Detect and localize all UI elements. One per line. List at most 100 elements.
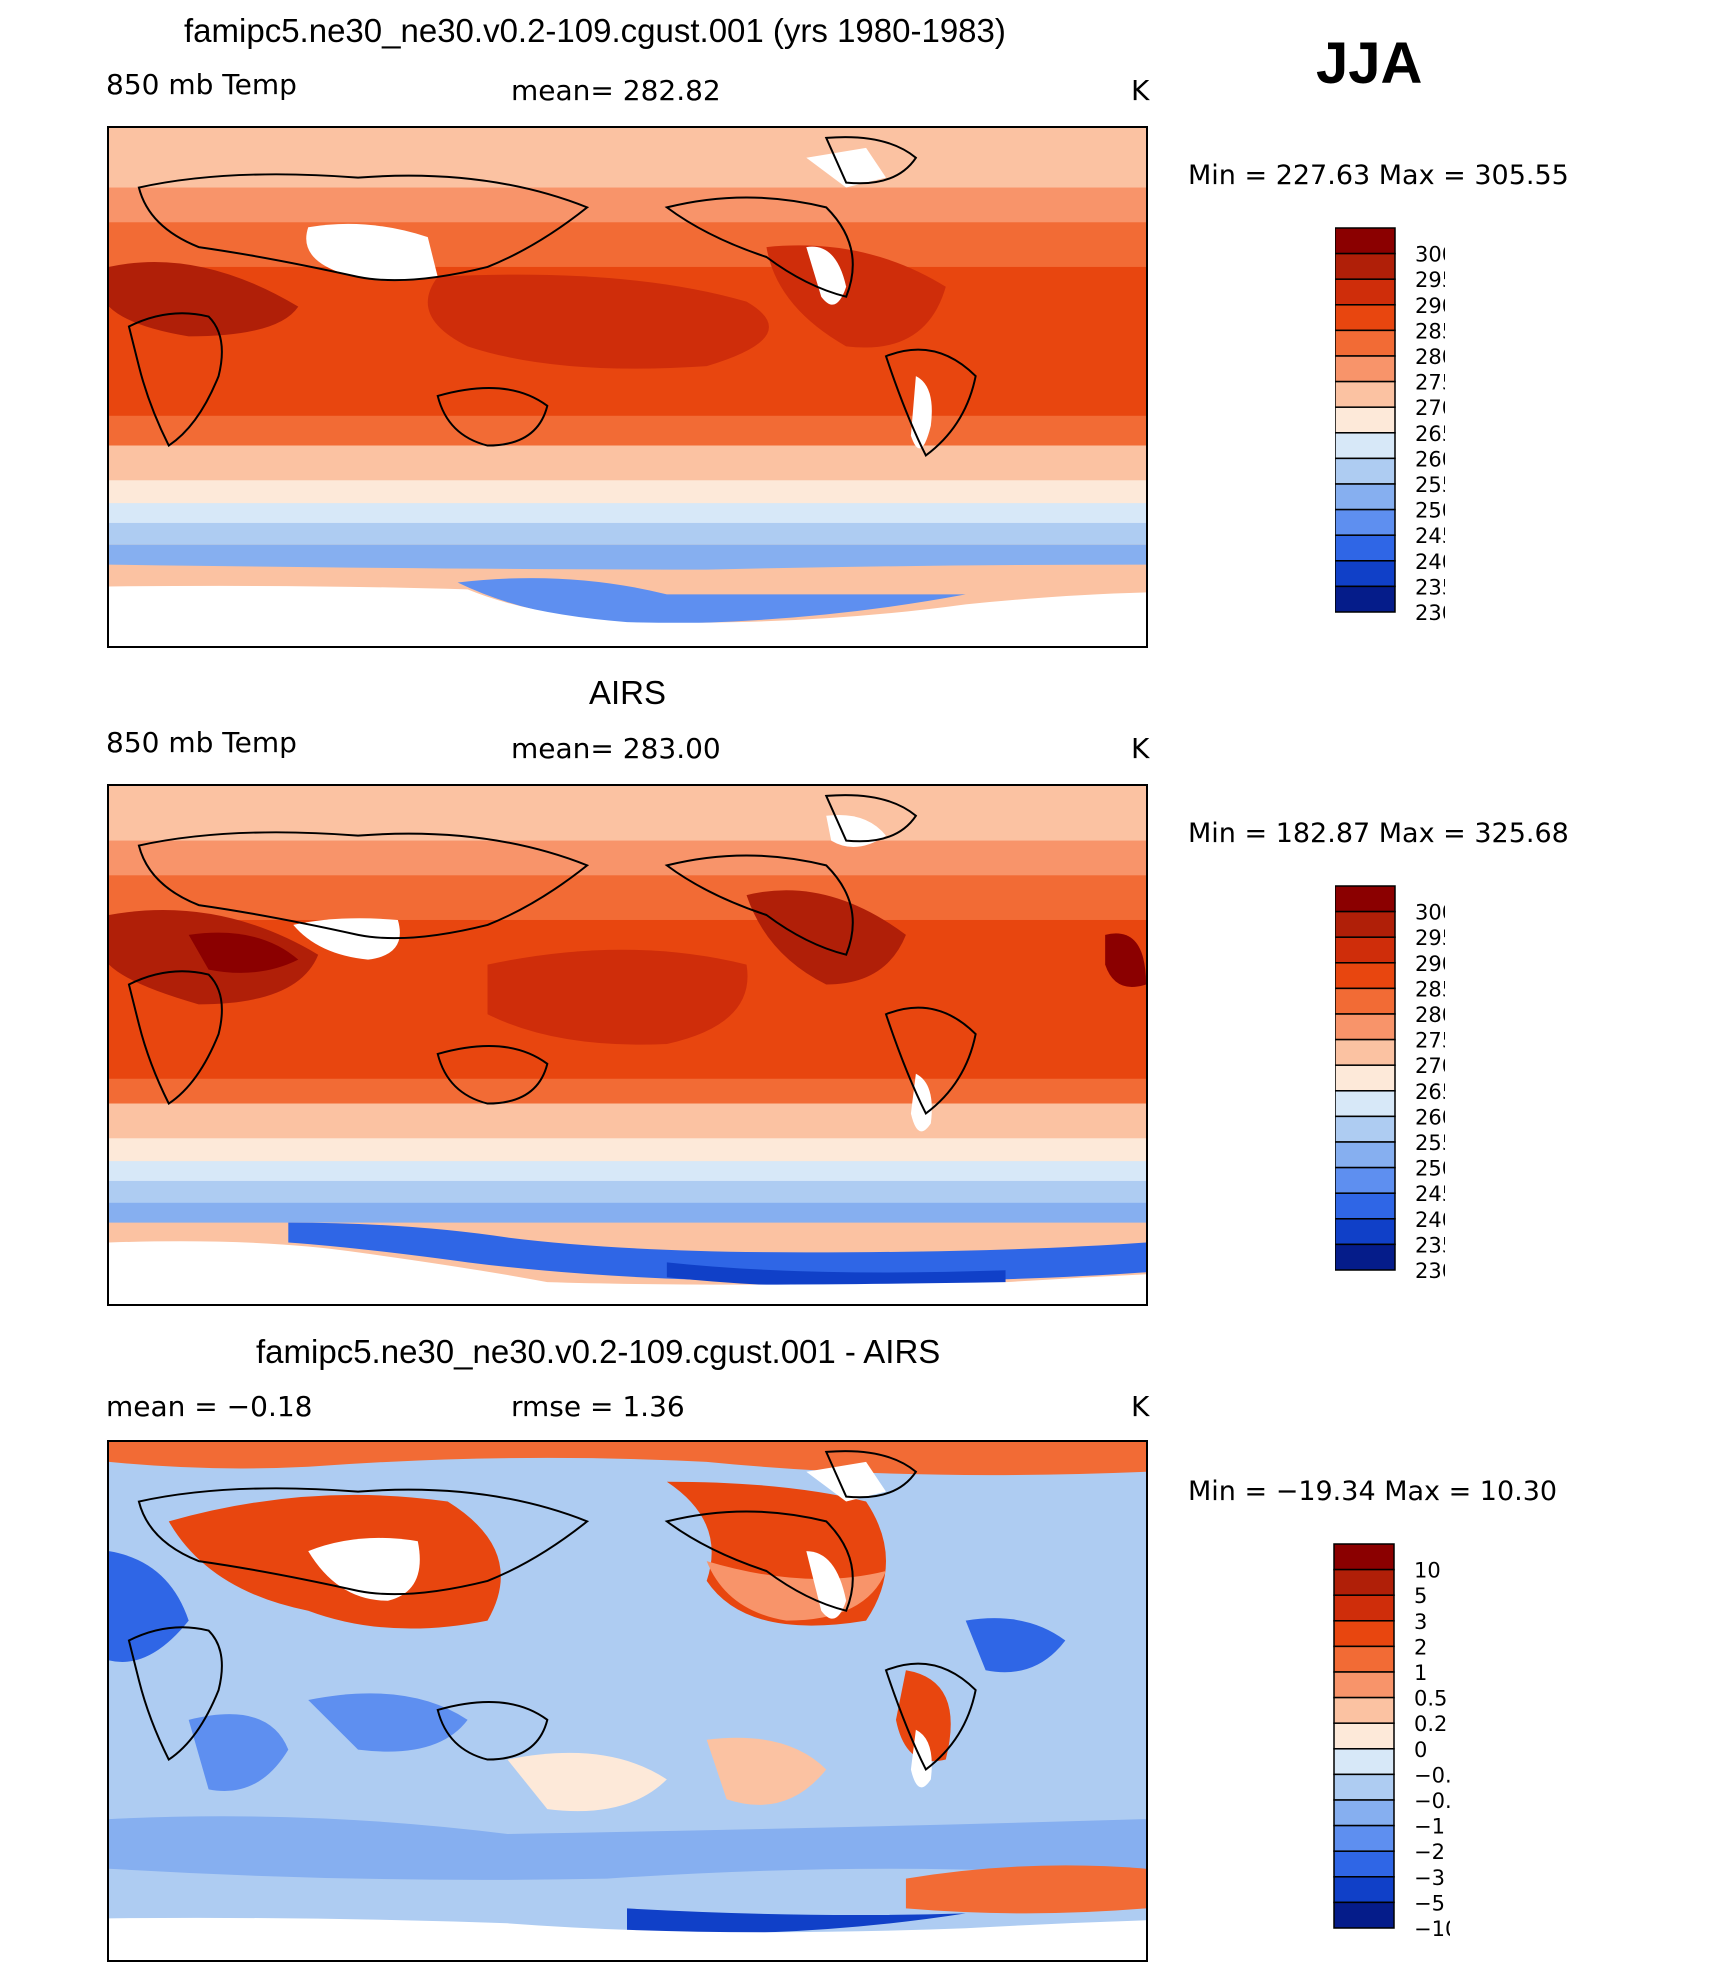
colorbar-label: 2 <box>1414 1635 1427 1659</box>
panel2-units-label: K <box>1131 732 1150 765</box>
colorbar-label: 295 <box>1415 926 1445 950</box>
colorbar-swatch <box>1335 432 1396 460</box>
colorbar-swatch <box>1333 1748 1395 1776</box>
season-label: JJA <box>1316 31 1423 96</box>
colorbar-swatch <box>1335 1243 1396 1271</box>
colorbar-label: −0.2 <box>1414 1763 1450 1787</box>
colorbar-label: 230 <box>1415 601 1445 625</box>
colorbar-swatch <box>1335 1038 1396 1066</box>
colorbar-label: 245 <box>1415 1182 1445 1206</box>
colorbar-swatch <box>1335 380 1396 408</box>
colorbar-label: 275 <box>1415 1029 1445 1053</box>
panel1-colorbar: 3002952902852802752702652602552502452402… <box>1335 227 1445 643</box>
panel3-units-label: K <box>1131 1390 1150 1423</box>
colorbar-swatch <box>1335 329 1396 357</box>
colorbar-label: 235 <box>1415 575 1445 599</box>
panel2-variable-label: 850 mb Temp <box>106 726 297 759</box>
colorbar-label: 1 <box>1414 1661 1427 1685</box>
colorbar-label: −0.5 <box>1414 1789 1450 1813</box>
colorbar-swatch <box>1335 406 1396 434</box>
colorbar-swatch <box>1333 1696 1395 1724</box>
colorbar-label: 265 <box>1415 422 1445 446</box>
panel1-title: famipc5.ne30_ne30.v0.2-109.cgust.001 (yr… <box>184 12 1006 49</box>
colorbar-swatch <box>1335 457 1396 485</box>
colorbar-label: 255 <box>1415 473 1445 497</box>
colorbar-swatch <box>1335 1141 1396 1169</box>
colorbar-label: 290 <box>1415 952 1445 976</box>
colorbar-swatch <box>1335 1064 1396 1092</box>
colorbar-label: 0.2 <box>1414 1712 1447 1736</box>
colorbar-label: 285 <box>1415 319 1445 343</box>
panel2-title: AIRS <box>589 674 667 711</box>
colorbar-swatch <box>1333 1568 1395 1596</box>
panel2-colorbar: 3002952902852802752702652602552502452402… <box>1335 885 1445 1301</box>
colorbar-swatch <box>1335 560 1396 588</box>
colorbar-swatch <box>1335 1192 1396 1220</box>
colorbar-swatch <box>1335 962 1396 990</box>
colorbar-label: 240 <box>1415 550 1445 574</box>
colorbar-label: 295 <box>1415 268 1445 292</box>
colorbar-label: 265 <box>1415 1080 1445 1104</box>
panel2-map <box>107 784 1148 1306</box>
panel1-map <box>107 126 1148 648</box>
colorbar-label: 270 <box>1415 1054 1445 1078</box>
panel1-variable-label: 850 mb Temp <box>106 68 297 101</box>
colorbar-label: −1 <box>1414 1815 1445 1839</box>
colorbar-label: 10 <box>1414 1559 1441 1583</box>
colorbar-label: 235 <box>1415 1233 1445 1257</box>
colorbar-label: 230 <box>1415 1259 1445 1283</box>
colorbar-label: 285 <box>1415 977 1445 1001</box>
colorbar-swatch <box>1333 1773 1395 1801</box>
colorbar-swatch <box>1333 1645 1395 1673</box>
colorbar-swatch <box>1333 1722 1395 1750</box>
colorbar-swatch <box>1335 1115 1396 1143</box>
colorbar-label: 240 <box>1415 1208 1445 1232</box>
colorbar-swatch <box>1335 1218 1396 1246</box>
colorbar-swatch <box>1335 885 1396 913</box>
colorbar-swatch <box>1335 483 1396 511</box>
colorbar-swatch <box>1335 1013 1396 1041</box>
colorbar-swatch <box>1335 304 1396 332</box>
colorbar-swatch <box>1335 278 1396 306</box>
colorbar-swatch <box>1335 1166 1396 1194</box>
colorbar-swatch <box>1335 585 1396 613</box>
colorbar-label: 280 <box>1415 345 1445 369</box>
colorbar-label: 250 <box>1415 499 1445 523</box>
colorbar-label: 255 <box>1415 1131 1445 1155</box>
panel3-minmax-label: Min = −19.34 Max = 10.30 <box>1188 1476 1558 1507</box>
colorbar-swatch <box>1335 987 1396 1015</box>
panel1-mean-label: mean= 282.82 <box>511 74 721 107</box>
panel3-map <box>107 1440 1148 1962</box>
panel2-mean-label: mean= 283.00 <box>511 732 721 765</box>
colorbar-swatch <box>1333 1901 1395 1929</box>
colorbar-swatch <box>1335 534 1396 562</box>
colorbar-swatch <box>1333 1671 1395 1699</box>
colorbar-swatch <box>1333 1876 1395 1904</box>
colorbar-label: 280 <box>1415 1003 1445 1027</box>
colorbar-swatch <box>1335 1090 1396 1118</box>
panel3-mean-label: mean = −0.18 <box>106 1390 313 1423</box>
colorbar-swatch <box>1335 910 1396 938</box>
colorbar-swatch <box>1333 1620 1395 1648</box>
panel1-minmax-label: Min = 227.63 Max = 305.55 <box>1188 160 1569 191</box>
colorbar-swatch <box>1335 252 1396 280</box>
panel2-minmax-label: Min = 182.87 Max = 325.68 <box>1188 818 1569 849</box>
colorbar-label: 275 <box>1415 371 1445 395</box>
colorbar-label: −5 <box>1414 1891 1445 1915</box>
panel1-units-label: K <box>1131 74 1150 107</box>
colorbar-swatch <box>1335 355 1396 383</box>
colorbar-label: 260 <box>1415 447 1445 471</box>
colorbar-label: 0.5 <box>1414 1687 1447 1711</box>
colorbar-label: 250 <box>1415 1157 1445 1181</box>
colorbar-swatch <box>1333 1594 1395 1622</box>
colorbar-swatch <box>1335 508 1396 536</box>
colorbar-label: 260 <box>1415 1105 1445 1129</box>
colorbar-swatch <box>1335 227 1396 255</box>
colorbar-label: −10 <box>1414 1917 1450 1941</box>
colorbar-label: −2 <box>1414 1840 1445 1864</box>
colorbar-label: 5 <box>1414 1584 1427 1608</box>
panel3-rmse-label: rmse = 1.36 <box>511 1390 685 1423</box>
colorbar-label: 245 <box>1415 524 1445 548</box>
colorbar-label: 300 <box>1415 243 1445 267</box>
